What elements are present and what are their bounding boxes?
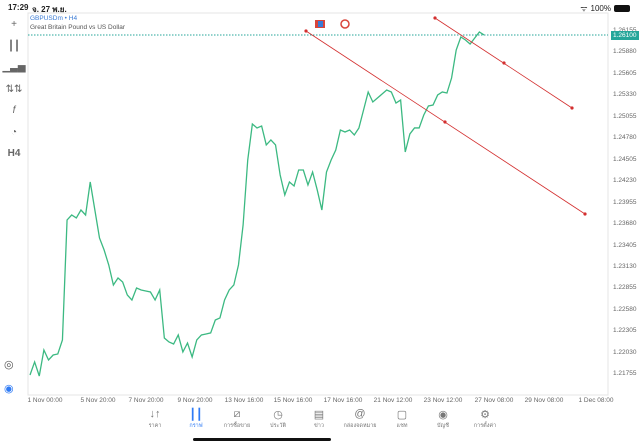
- trendline-handle[interactable]: [433, 16, 437, 20]
- status-date: จ. 27 พ.ย.: [32, 5, 67, 14]
- nav-item-history[interactable]: ◷ ประวัติ: [253, 408, 303, 430]
- chat-icon: ▢: [396, 409, 408, 421]
- x-tick-label: 15 Nov 16:00: [273, 397, 313, 404]
- nav-label: แชท: [396, 423, 408, 429]
- nav-item-quotes[interactable]: ↓↑ ราคา: [130, 408, 180, 430]
- x-tick-label: 1 Nov 00:00: [27, 397, 63, 404]
- function-icon[interactable]: f: [12, 105, 16, 116]
- symbol-info: GBPUSDm • H4 Great Britain Pound vs US D…: [30, 15, 126, 31]
- objects-icon[interactable]: ⇅⇅: [5, 83, 23, 95]
- nav-item-mailbox[interactable]: @ กล่องจดหมาย: [335, 408, 385, 430]
- status-bar: 17:29 จ. 27 พ.ย. ᯤ 100%: [0, 0, 640, 14]
- status-time: 17:29: [8, 3, 29, 12]
- trendline-handle[interactable]: [443, 120, 447, 124]
- battery-icon: [614, 5, 630, 12]
- nav-item-trade[interactable]: ⧄ การซื้อขาย: [212, 408, 262, 430]
- nav-item-news[interactable]: ▤ ข่าว: [294, 408, 344, 430]
- battery-percent: 100%: [590, 4, 611, 13]
- one-click-trading-icon[interactable]: ◎: [4, 359, 14, 371]
- chart-icon: ┃┃: [189, 409, 203, 421]
- y-tick-label: 1.25055: [613, 112, 637, 120]
- symbol-timeframe: H4: [68, 15, 78, 22]
- trendline-handle[interactable]: [502, 61, 506, 65]
- y-tick-label: 1.24505: [613, 155, 637, 163]
- x-tick-label: 21 Nov 12:00: [373, 397, 413, 404]
- plot-frame: [27, 12, 609, 396]
- y-tick-label: 1.22855: [613, 284, 637, 292]
- account-icon: ◉: [438, 409, 448, 421]
- x-tick-label: 7 Nov 20:00: [128, 397, 164, 404]
- shapes-icon[interactable]: ◔: [10, 126, 18, 138]
- left-toolbar: + ┃┃ ▁▃▅ ⇅⇅ f ◔ H4: [0, 14, 28, 165]
- y-tick-label: 1.23680: [613, 220, 637, 228]
- quotes-icon: ↓↑: [149, 408, 161, 420]
- nav-label: การตั้งค่า: [473, 423, 497, 429]
- crosshair-icon[interactable]: +: [11, 19, 17, 30]
- nav-label: กล่องจดหมาย: [343, 423, 377, 429]
- wifi-icon: ᯤ: [580, 4, 588, 13]
- clock-icon[interactable]: [340, 19, 350, 29]
- x-tick-label: 9 Nov 20:00: [177, 397, 213, 404]
- settings-icon: ⚙: [480, 409, 490, 421]
- home-indicator: [193, 438, 331, 441]
- nav-item-settings[interactable]: ⚙ การตั้งค่า: [460, 408, 510, 430]
- y-tick-label: 1.22030: [613, 348, 637, 356]
- trade-icon: ⧄: [233, 408, 241, 420]
- x-tick-label: 27 Nov 08:00: [474, 397, 514, 404]
- y-tick-label: 1.23405: [613, 241, 637, 249]
- symbol-name[interactable]: GBPUSDm: [30, 15, 63, 22]
- nav-item-account[interactable]: ◉ บัญชี: [418, 408, 468, 430]
- bottom-nav: ↓↑ ราคา ┃┃ กราฟ ⧄ การซื้อขาย ◷ ประวัติ ▤ ข่าว @ กล่…: [0, 408, 640, 433]
- nav-label: ประวัติ: [269, 423, 287, 429]
- y-tick-label: 1.21755: [613, 370, 637, 378]
- nav-item-chart[interactable]: ┃┃ กราฟ: [171, 408, 221, 430]
- y-tick-label: 1.26155: [613, 27, 637, 34]
- timeframe-button[interactable]: H4: [7, 148, 21, 159]
- nav-label: บัญชี: [437, 423, 449, 429]
- y-tick-label: 1.23130: [613, 262, 637, 270]
- nav-label: กราฟ: [189, 423, 203, 429]
- y-tick-label: 1.25880: [613, 48, 637, 56]
- y-tick-label: 1.24230: [613, 177, 637, 185]
- x-tick-label: 23 Nov 12:00: [423, 397, 463, 404]
- current-price-tag: 1.26100: [611, 31, 639, 40]
- indicators-icon[interactable]: ▁▃▅: [2, 62, 26, 73]
- y-tick-label: 1.23955: [613, 198, 637, 206]
- nav-label: ราคา: [148, 423, 162, 429]
- price-line: [29, 31, 485, 377]
- y-tick-label: 1.22580: [613, 305, 637, 313]
- broker-logo-icon[interactable]: ◉: [4, 383, 14, 395]
- mailbox-icon: @: [354, 408, 366, 420]
- y-tick-label: 1.25330: [613, 91, 637, 99]
- x-tick-label: 13 Nov 16:00: [224, 397, 264, 404]
- nav-item-chat[interactable]: ▢ แชท: [377, 408, 427, 430]
- y-tick-label: 1.22305: [613, 327, 637, 335]
- x-tick-label: 17 Nov 16:00: [323, 397, 363, 404]
- x-tick-label: 29 Nov 08:00: [524, 397, 564, 404]
- x-tick-label: 5 Nov 20:00: [80, 397, 116, 404]
- y-tick-label: 1.24780: [613, 134, 637, 142]
- trade-panel-icon-inner: [318, 21, 323, 27]
- x-tick-label: 1 Dec 08:00: [578, 397, 614, 404]
- history-icon: ◷: [273, 409, 283, 421]
- nav-label: ข่าว: [314, 423, 324, 429]
- trendline-handle[interactable]: [304, 29, 308, 33]
- y-tick-label: 1.25605: [613, 69, 637, 77]
- candlestick-icon[interactable]: ┃┃: [7, 40, 21, 52]
- trendline-handle[interactable]: [570, 106, 574, 110]
- news-icon: ▤: [313, 409, 325, 421]
- trendline-handle[interactable]: [583, 212, 587, 216]
- nav-label: การซื้อขาย: [223, 423, 251, 429]
- symbol-description: Great Britain Pound vs US Dollar: [30, 24, 126, 31]
